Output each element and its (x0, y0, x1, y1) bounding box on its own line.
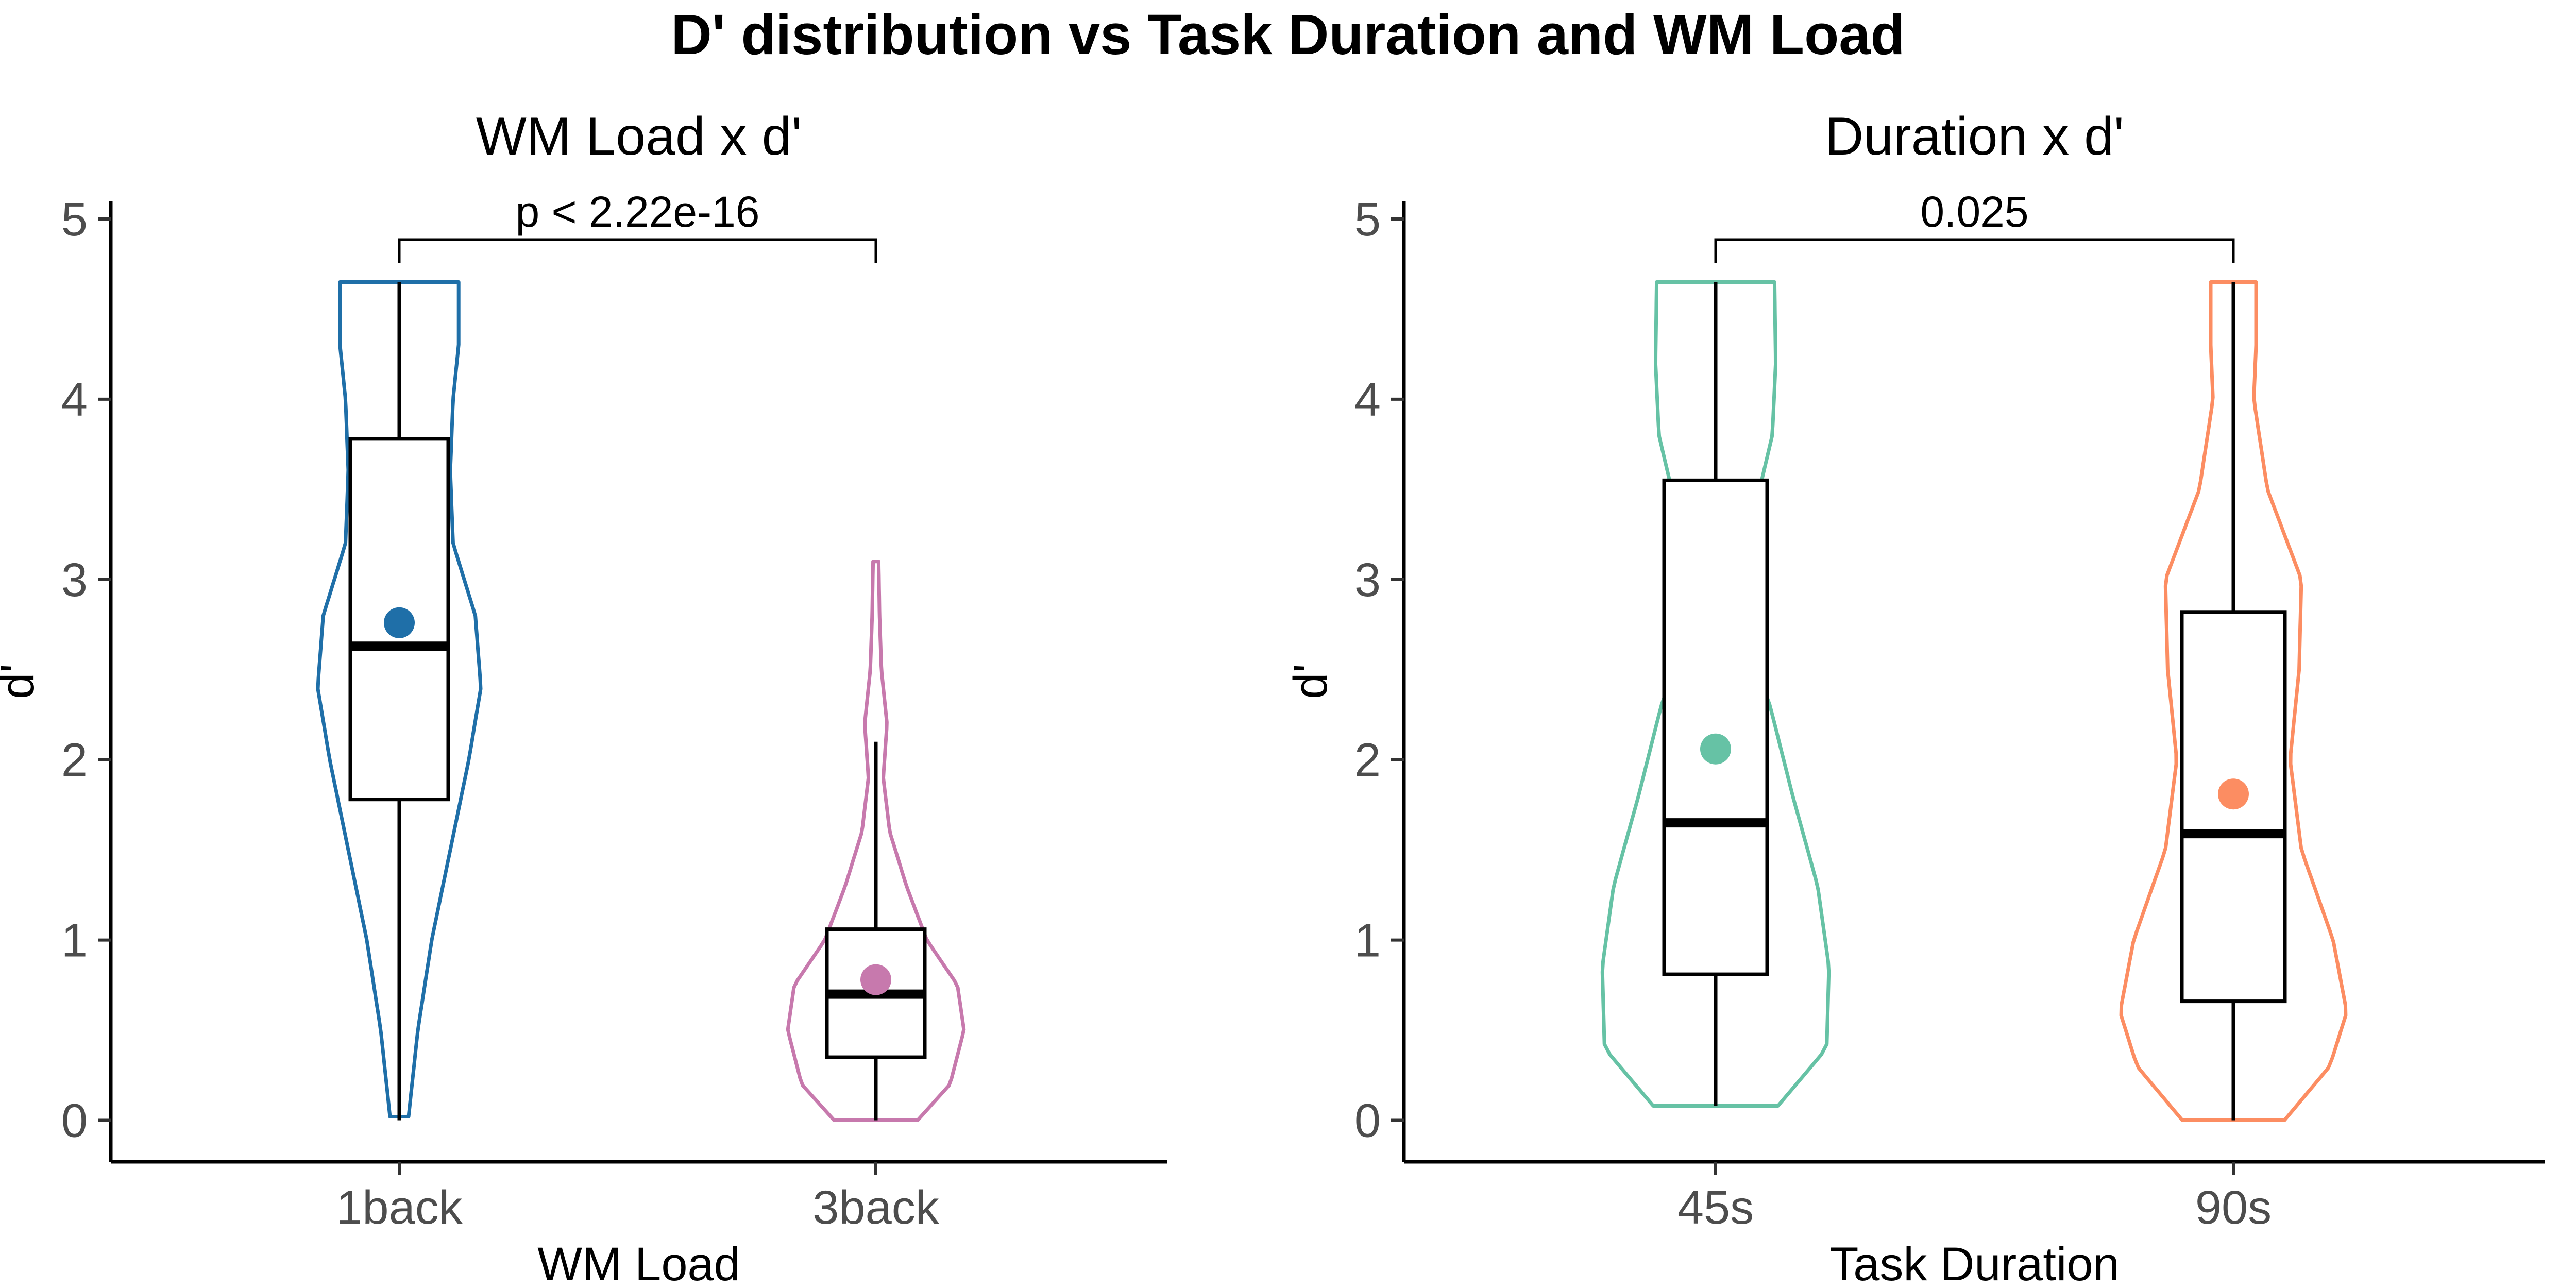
y-tick-label: 5 (1354, 193, 1381, 246)
x-tick-label: 90s (2195, 1181, 2272, 1234)
panel-title: Duration x d' (1825, 107, 2124, 166)
panel-title: WM Load x d' (476, 107, 802, 166)
x-tick-label: 3back (812, 1181, 939, 1234)
mean-point (384, 607, 415, 638)
y-axis-label: d' (0, 664, 44, 699)
significance-bracket (1714, 238, 2235, 263)
y-tick-label: 0 (61, 1095, 88, 1147)
box-45s (1662, 478, 1769, 976)
significance-label: 0.025 (1920, 188, 2028, 236)
significance-label: p < 2.22e-16 (515, 188, 759, 236)
y-axis-label: d' (1284, 664, 1337, 699)
y-tick-label: 1 (61, 914, 88, 967)
y-tick-label: 0 (1354, 1095, 1381, 1147)
mean-point (2218, 778, 2249, 810)
mean-point (1700, 733, 1731, 765)
mean-point (860, 964, 891, 995)
y-tick-label: 2 (1354, 734, 1381, 787)
series-45s (1600, 280, 1831, 1108)
series-90s (2119, 280, 2348, 1123)
x-axis-label: WM Load (537, 1238, 740, 1288)
x-axis-label: Task Duration (1829, 1238, 2119, 1288)
panel-wm-load: WM Load x d' 0 1 2 3 4 5 d' 1back 3back WM Load p <… (0, 107, 1167, 1288)
x-tick-label: 45s (1677, 1181, 1754, 1234)
y-tick-label: 4 (1354, 374, 1381, 426)
figure-title: D' distribution vs Task Duration and WM … (671, 3, 1905, 66)
series-3back (786, 560, 966, 1123)
y-tick-label: 4 (61, 374, 88, 426)
y-tick-label: 2 (61, 734, 88, 787)
significance-bracket (398, 238, 877, 263)
y-tick-label: 3 (61, 554, 88, 606)
y-tick-label: 3 (1354, 554, 1381, 606)
panel-duration: Duration x d' 0 1 2 3 4 5 d' 45s 90s Task Duration… (1284, 107, 2545, 1288)
y-tick-label: 5 (61, 193, 88, 246)
series-1back (316, 280, 483, 1121)
x-tick-label: 1back (336, 1181, 463, 1234)
y-tick-label: 1 (1354, 914, 1381, 967)
